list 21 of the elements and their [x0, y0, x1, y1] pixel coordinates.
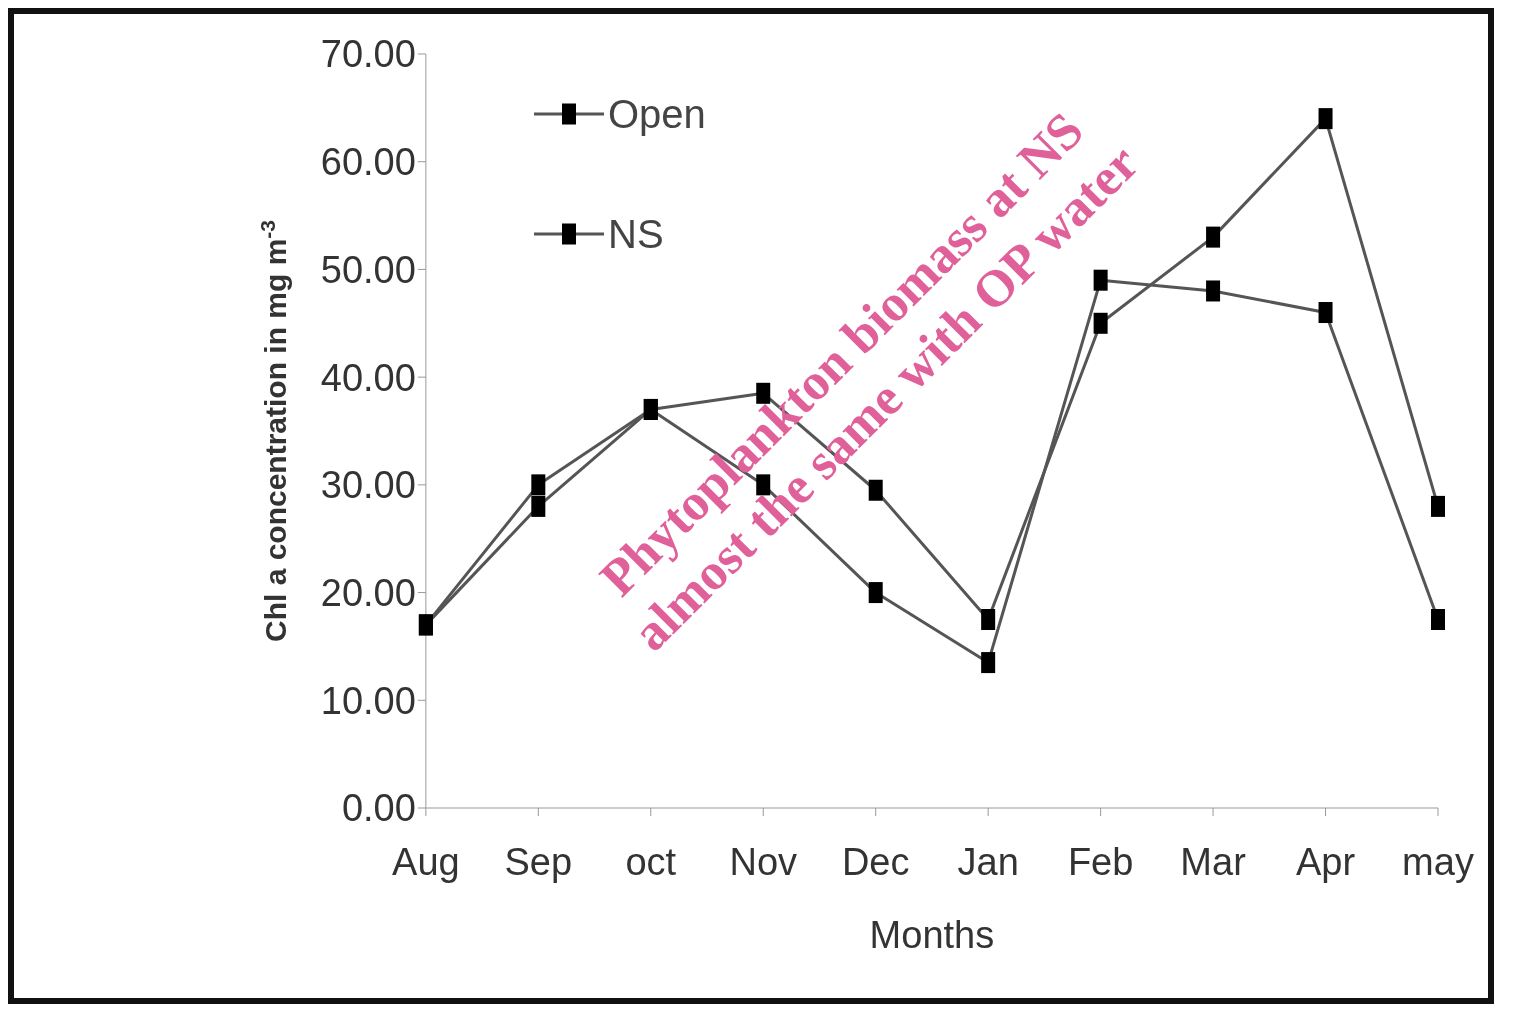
x-tick-label: may [1402, 840, 1474, 883]
x-tick-label: Dec [841, 840, 910, 883]
x-tick-label: Feb [1067, 840, 1134, 883]
y-tick-label: 20.00 [320, 572, 416, 615]
y-tick-label: 10.00 [320, 679, 416, 722]
x-axis-title: Months [869, 914, 995, 956]
y-tick-label: 30.00 [320, 464, 416, 507]
x-tick-label: Sep [504, 840, 573, 883]
y-tick-label: 0.00 [341, 787, 416, 830]
x-tick-label: Aug [392, 840, 460, 883]
legend-label: NS [608, 211, 664, 257]
x-tick-label: Jan [957, 840, 1019, 883]
x-tick-label: oct [625, 840, 677, 883]
y-tick-label: 70.00 [320, 33, 416, 76]
x-tick-label: Apr [1295, 840, 1356, 883]
x-tick-label: Mar [1180, 840, 1247, 883]
x-tick-label: Nov [729, 840, 798, 883]
y-tick-label: 40.00 [320, 356, 416, 399]
y-tick-label: 50.00 [320, 248, 416, 291]
legend-label: Open [608, 91, 706, 137]
y-tick-label: 60.00 [320, 141, 416, 184]
